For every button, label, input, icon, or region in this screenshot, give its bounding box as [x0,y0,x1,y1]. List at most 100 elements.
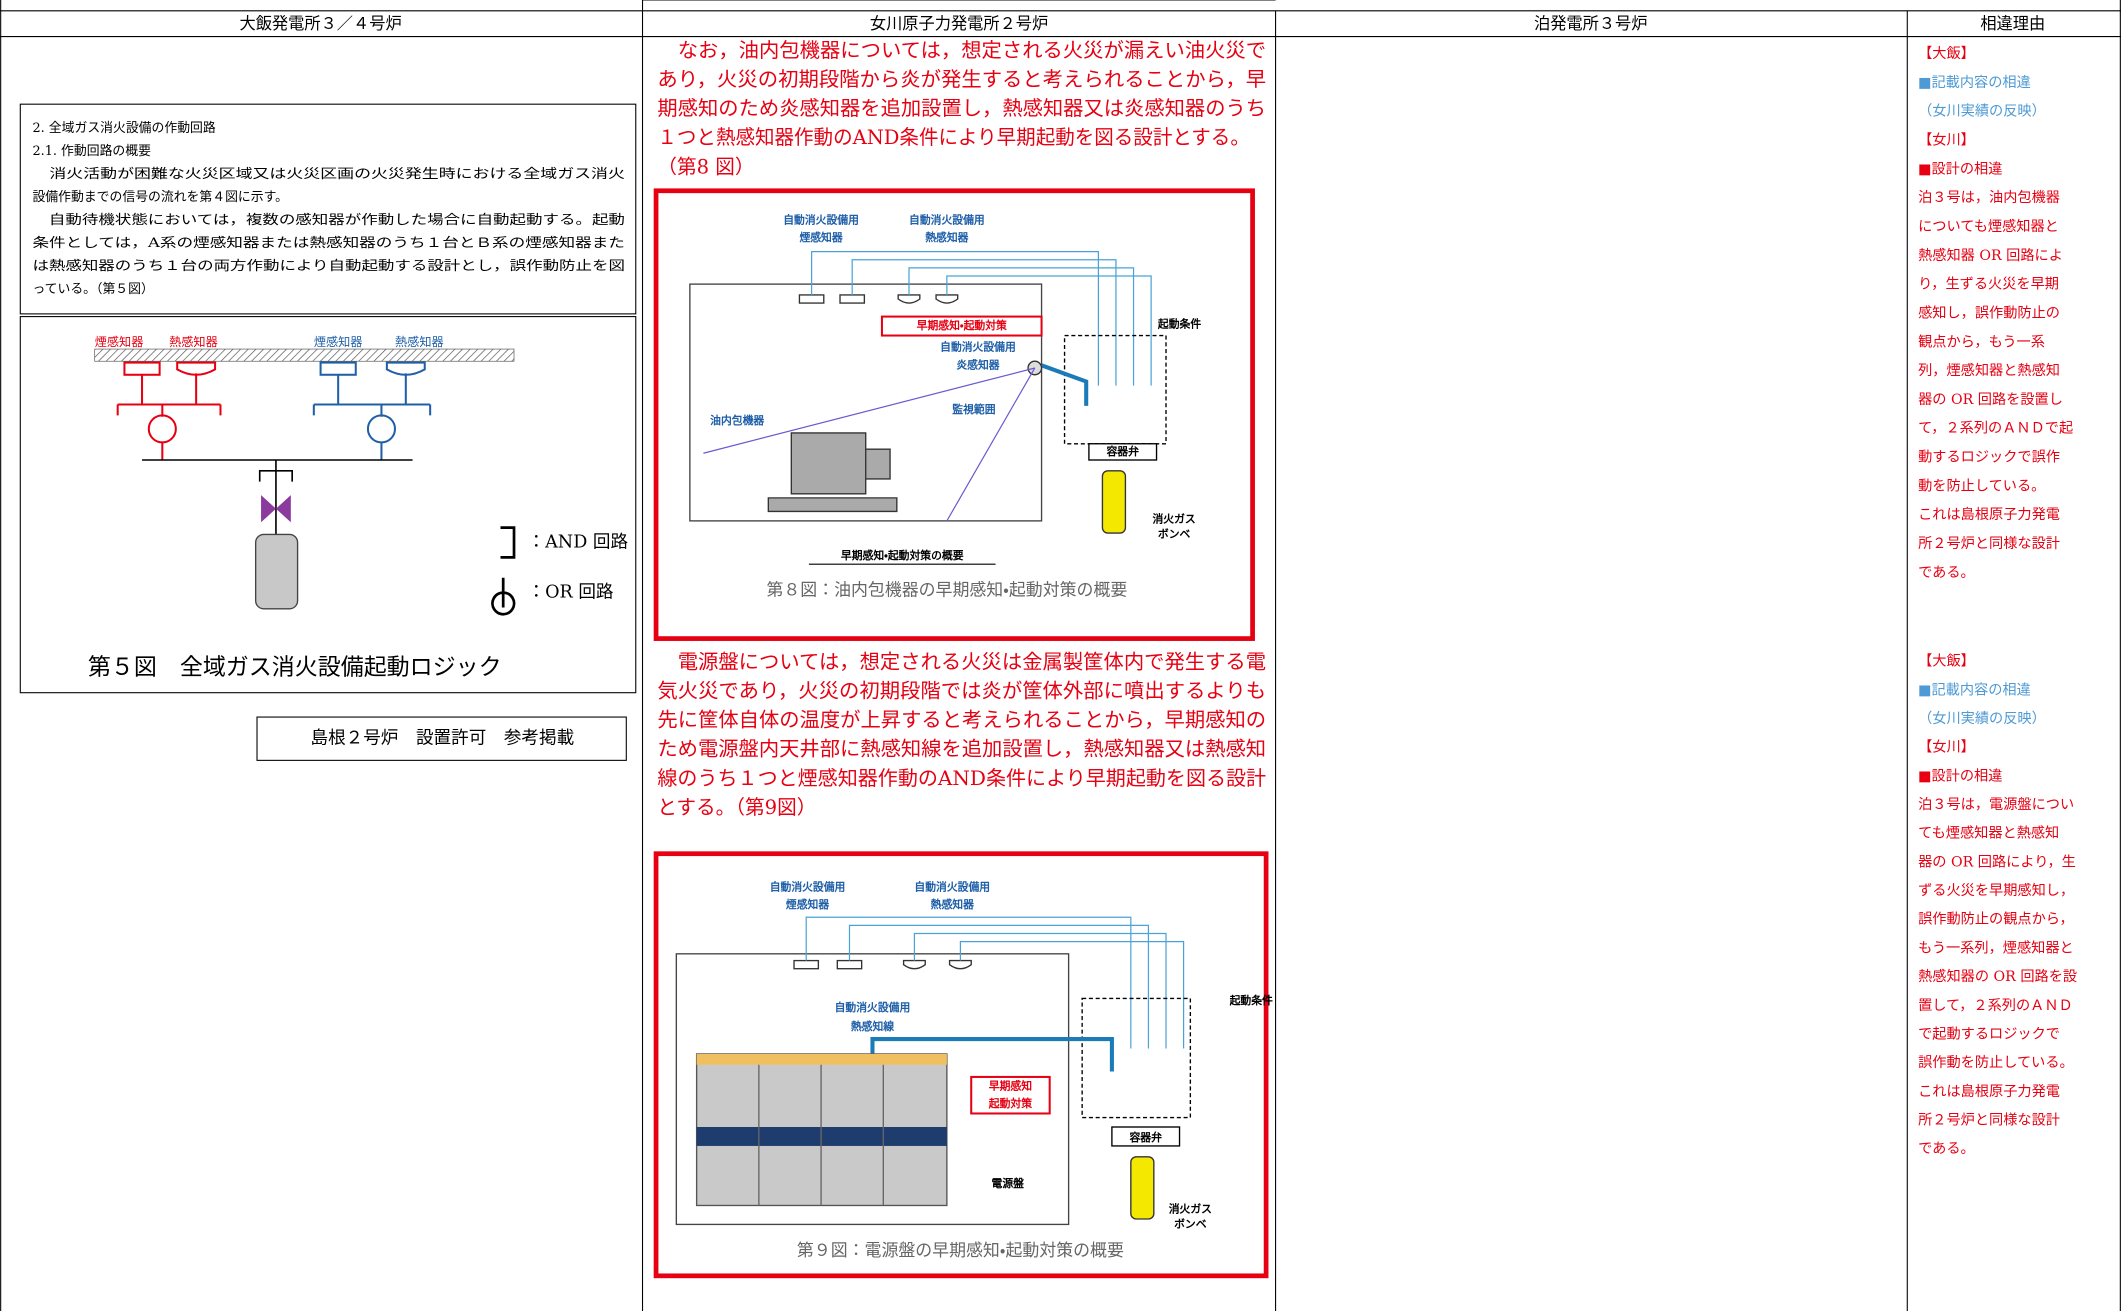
signal-wire [851,259,1117,386]
reason-line: ずる火災を早期感知し， [1918,882,2074,899]
smoke-detector [798,294,825,304]
paragraph-line: 気火災であり，火災の初期段階では炎が筐体外部に噴出するよりも [657,680,1266,703]
reason-line: ■設計の相違 [1918,768,2002,784]
or-symbol [491,577,516,616]
reason-line: 【女川】 [1918,133,1975,149]
figure-label: 油内包機器 [710,413,765,427]
reason-line: 列，煙感知器と熱感知 [1918,362,2060,379]
paragraph-line: （第8 図） [657,155,754,178]
reason-line: 誤作動を防止している。 [1918,1055,2074,1071]
heat-detector [935,294,959,304]
figure-label: 容器弁 [1129,1130,1162,1144]
figure-label: 熱感知器 [169,334,218,349]
panel-top [696,1053,947,1065]
container-valve [1111,1126,1181,1147]
figure-label: 熱感知器 [925,230,969,244]
paragraph-line: 期感知のため炎感知器を追加設置し，熱感知器又は炎感知器のうち [657,97,1266,120]
column-header: 大飯発電所３／４号炉 [239,14,401,33]
reason-line: 所２号炉と同様な設計 [1918,1113,2060,1129]
figure-label: 熱感知器 [395,334,444,349]
legend-label: ：AND 回路 [528,533,629,553]
figure-label: 起動対策 [988,1096,1032,1110]
reason-line: 誤作動防止の観点から， [1918,912,2074,928]
reason-line: 動するロジックで誤作 [1918,450,2060,466]
figure-label: 監視範囲 [952,402,995,416]
column-header: 女川原子力発電所２号炉 [870,14,1048,33]
figure-label: 消火ガス [1169,1202,1212,1216]
figure-label: 自動消火設備用 [783,213,859,227]
reason-line: 感知し，誤作動防止の [1918,304,2060,321]
figure-label: 容器弁 [1106,444,1139,458]
reason-line: 器の OR 回路により，生 [1918,854,2076,870]
wire [312,373,432,417]
paragraph-line: １つと熱感知器作動のAND条件により早期起動を図る設計とする。 [657,126,1249,149]
room [689,283,1043,522]
paragraph-line: なお，油内包機器については，想定される火災が漏えい油火災で [657,39,1266,62]
reason-line: り，生ずる火災を早期 [1918,277,2059,293]
heat-line [870,1037,1114,1072]
flame-wire [1040,363,1089,406]
column-header: 相違理由 [1980,14,2045,33]
section-line: 2. 全域ガス消火設備の作動回路 [32,120,215,136]
detector [123,361,161,376]
signal-wire [913,932,1167,1049]
paragraph-line: 線のうち１つと煙感知器作動のAND条件により早期起動を図る設計 [657,767,1266,790]
figure-label: 自動消火設備用 [835,1000,911,1014]
paragraph-line: 先に筐体自体の温度が上昇すると考えられることから，早期感知の [657,709,1266,732]
container-valve [1088,443,1158,461]
texts: 大飯発電所３／４号炉 女川原子力発電所２号炉 泊発電所３号炉 相違理由 2. 全域ガス消… [32,14,2077,1260]
reason-line: 置して，２系列のＡＮＤ [1918,998,2073,1014]
reason-line: 泊３号は，油内包機器 [1918,190,2060,206]
reason-line: ■記載内容の相違 [1918,74,2031,91]
heat-detector [902,959,926,970]
reason-line: ■設計の相違 [1918,161,2002,177]
reason-line: 【大飯】 [1918,654,1975,670]
signal-wire [959,941,1185,1049]
reason-line: で起動するロジックで [1918,1026,2060,1042]
start-condition [1081,997,1192,1119]
figure-label: 早期感知・起動対策 [917,318,1007,332]
gas-cylinder [1130,1156,1155,1220]
figure-label: 熱感知器 [931,897,975,911]
countermeasure-box [970,1075,1051,1115]
paragraph-line: とする。（第9図） [657,796,816,819]
figure-label: 熱感知線 [851,1019,894,1033]
or-gate [147,414,177,444]
valve [261,495,291,523]
signal-wire [810,251,1099,386]
figure-label: 煙感知器 [799,230,843,244]
signal-wire [848,924,1150,1049]
figure-caption: 第５図 全域ガス消火設備起動ロジック [88,654,502,680]
figure-label: 起動条件 [1157,317,1201,331]
figure-label: 起動条件 [1229,993,1273,1007]
reason-line: て，２系列のＡＮＤで起 [1918,421,2073,437]
reason-line: （女川実績の反映） [1918,711,2046,727]
figure-caption: 第８図：油内包機器の早期感知・起動対策の概要 [767,580,1128,600]
smoke-detector [839,294,866,304]
paragraph-line: あり，火災の初期段階から炎が発生すると考えられることから，早 [657,68,1266,91]
figure-label: 早期感知 [989,1078,1032,1092]
legend-label: ：OR 回路 [528,583,614,603]
reason-line: もう一系列，煙感知器と [1918,939,2074,956]
detector [319,361,357,376]
signal-wire [805,916,1132,1049]
section-line: っている。（第５図） [32,281,153,297]
figure-label: 自動消火設備用 [914,880,990,894]
monitor-range [703,367,1036,522]
and-symbol [500,526,516,559]
reason-line: である。 [1918,1141,1975,1157]
reason-line: 所２号炉と同様な設計 [1918,536,2060,552]
figure-label: 炎感知器 [956,357,1000,371]
reason-line: これは島根原子力発電 [1918,507,2060,523]
reason-line: ■記載内容の相違 [1918,681,2031,698]
section-line: 設備作動までの信号の流れを第４図に示す。 [32,189,288,205]
figure-shapes [94,251,1192,1226]
reason-line: 熱感知器 OR 回路によ [1918,247,2063,264]
figure-label: 自動消火設備用 [940,340,1016,354]
detector [176,361,217,376]
cylinder [254,533,299,610]
figure-label: ボンベ [1158,526,1191,540]
